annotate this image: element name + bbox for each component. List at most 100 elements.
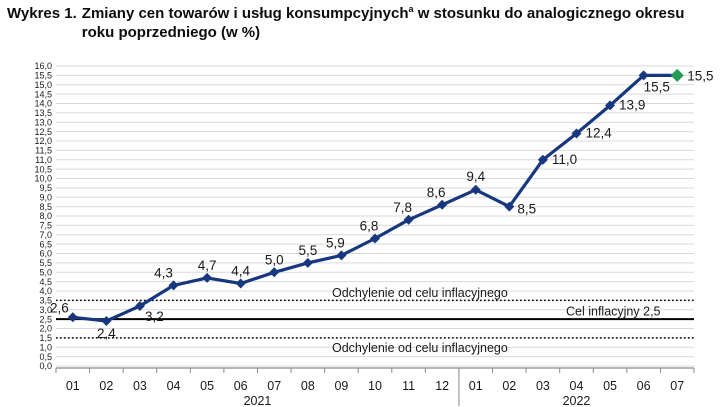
- y-axis-tick-label: 13,5: [34, 108, 52, 118]
- y-axis-tick-label: 0,5: [39, 352, 52, 362]
- chart-title-line1: Zmiany cen towarów i usług konsumpcyjnyc…: [82, 4, 720, 23]
- data-point-marker: [470, 184, 481, 195]
- data-point-marker: [571, 128, 582, 139]
- month-label: 05: [200, 379, 214, 393]
- month-label: 02: [99, 379, 113, 393]
- y-axis-tick-label: 6,5: [39, 239, 52, 249]
- data-point-value-label: 8,6: [427, 185, 446, 200]
- y-axis-tick-label: 4,0: [39, 286, 52, 296]
- y-axis-tick-label: 9,0: [39, 192, 52, 202]
- data-point-value-label: 4,4: [231, 264, 250, 279]
- data-point-marker: [403, 214, 414, 225]
- month-label: 01: [66, 379, 80, 393]
- data-point-value-label: 5,9: [326, 235, 345, 250]
- y-axis-tick-label: 3,5: [39, 296, 52, 306]
- month-label: 01: [469, 379, 483, 393]
- y-axis-tick-label: 1,0: [39, 342, 52, 352]
- y-axis-tick-label: 8,0: [39, 211, 52, 221]
- y-axis-tick-label: 11,5: [35, 146, 52, 156]
- y-axis-tick-label: 1,5: [39, 333, 52, 343]
- data-point-value-label: 5,0: [265, 252, 284, 267]
- y-axis-tick-label: 15,5: [34, 71, 52, 81]
- data-point-value-label: 13,9: [619, 97, 645, 112]
- year-label: 2022: [563, 394, 591, 407]
- month-label: 05: [603, 379, 617, 393]
- y-axis-tick-label: 14,0: [34, 99, 52, 109]
- month-label: 10: [368, 379, 382, 393]
- y-axis-tick-label: 13,0: [34, 117, 52, 127]
- data-point-marker: [537, 154, 548, 165]
- month-label: 06: [234, 379, 248, 393]
- reference-line-label: Cel inflacyjny 2,5: [566, 305, 661, 319]
- footnote-marker: a: [408, 4, 414, 14]
- month-label: 06: [637, 379, 651, 393]
- y-axis-tick-label: 12,5: [34, 127, 52, 137]
- data-point-value-label: 15,5: [687, 68, 713, 83]
- y-axis-tick-label: 6,0: [39, 249, 52, 259]
- y-axis-tick-label: 3,0: [39, 305, 52, 315]
- y-axis-tick-label: 10,5: [34, 164, 52, 174]
- data-point-marker: [168, 280, 179, 291]
- y-axis-tick-label: 10,0: [34, 174, 52, 184]
- chart-title-line2: roku poprzedniego (w %): [81, 24, 261, 41]
- y-axis-tick-label: 15,0: [34, 80, 52, 90]
- month-label: 12: [435, 379, 449, 393]
- data-point-marker: [134, 301, 145, 311]
- y-axis-tick-label: 8,5: [39, 202, 52, 212]
- y-axis-tick-label: 16,0: [34, 61, 52, 71]
- chart-title-text-cont: w stosunku do analogicznego okresu: [413, 5, 685, 22]
- year-label: 2021: [244, 394, 272, 407]
- data-point-marker: [437, 199, 448, 210]
- data-point-value-label: 9,4: [466, 169, 485, 184]
- month-label: 09: [334, 379, 348, 393]
- y-axis-tick-label: 2,0: [39, 324, 52, 334]
- y-axis-tick-label: 11,0: [35, 155, 52, 165]
- cpi-data-line: [71, 73, 679, 323]
- data-point-value-label: 8,5: [517, 202, 536, 217]
- month-label: 11: [402, 379, 415, 393]
- data-point-value-label: 11,0: [552, 152, 577, 167]
- month-label: 07: [267, 379, 281, 393]
- data-point-marker: [202, 272, 213, 283]
- chart-title-text: Zmiany cen towarów i usług konsumpcyjnyc…: [81, 5, 409, 22]
- data-point-marker: [302, 257, 313, 268]
- y-axis-tick-label: 5,0: [39, 267, 52, 277]
- month-label: 02: [502, 379, 516, 393]
- chart-title: Wykres 1. Zmiany cen towarów i usług kon…: [7, 4, 720, 42]
- y-axis-tick-label: 14,5: [34, 89, 52, 99]
- data-point-value-label: 2,4: [97, 326, 116, 341]
- data-point-value-label: 2,6: [50, 300, 69, 315]
- month-label: 08: [301, 379, 315, 393]
- chart-title-body: Zmiany cen towarów i usług konsumpcyjnyc…: [82, 4, 720, 42]
- data-point-marker: [269, 267, 280, 278]
- data-point-marker: [638, 70, 649, 81]
- data-point-value-label: 5,5: [298, 243, 317, 258]
- data-point-marker: [336, 250, 347, 261]
- reference-line-label: Odchylenie od celu inflacyjnego: [332, 286, 508, 300]
- month-label: 04: [570, 379, 584, 393]
- y-axis-tick-label: 9,5: [39, 183, 52, 193]
- data-point-value-label: 12,4: [585, 126, 612, 141]
- chart-title-prefix: Wykres 1.: [7, 5, 77, 22]
- data-point-value-label: 3,2: [145, 309, 164, 324]
- y-axis-tick-label: 0,0: [39, 361, 52, 371]
- data-point-value-label: 15,5: [644, 79, 670, 94]
- data-point-marker: [101, 316, 112, 326]
- data-point-marker: [235, 278, 246, 289]
- data-point-marker: [504, 201, 515, 212]
- y-axis-tick-label: 12,0: [34, 136, 52, 146]
- month-label: 03: [133, 379, 147, 393]
- month-label: 07: [670, 379, 684, 393]
- y-axis-tick-label: 7,5: [39, 221, 52, 231]
- y-axis-tick-label: 7,0: [39, 230, 52, 240]
- y-axis-tick-label: 2,5: [39, 314, 52, 324]
- reference-line-label: Odchylenie od celu inflacyjnego: [332, 341, 508, 355]
- data-point-value-label: 4,7: [198, 258, 217, 273]
- month-label: 04: [167, 379, 181, 393]
- data-point-value-label: 7,8: [393, 200, 412, 215]
- y-axis-tick-label: 4,5: [39, 277, 52, 287]
- month-label: 03: [536, 379, 550, 393]
- data-point-marker: [605, 100, 616, 111]
